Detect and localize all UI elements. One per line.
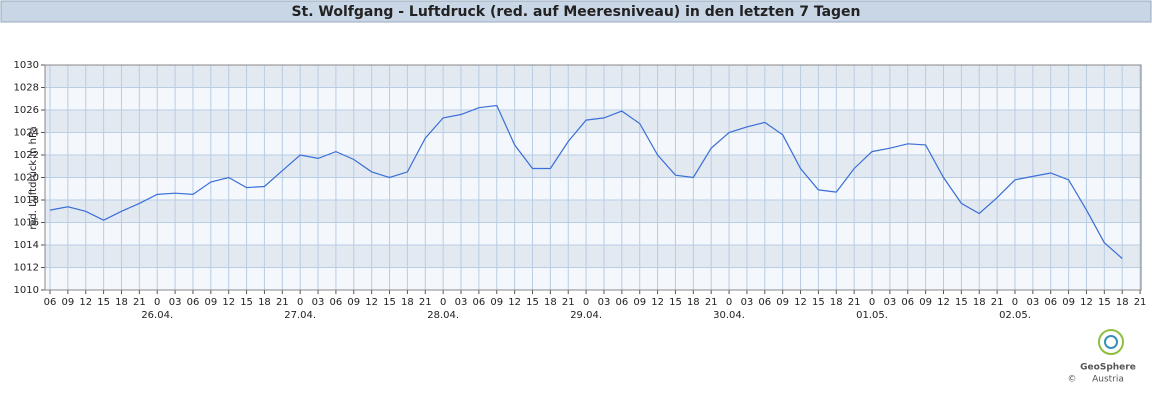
x-tick-label: 0 xyxy=(869,297,875,308)
x-tick-label: 15 xyxy=(97,297,110,308)
y-tick-label: 1028 xyxy=(14,83,39,94)
x-tick-label: 06 xyxy=(44,297,57,308)
grid-band xyxy=(45,65,1142,88)
x-tick-label: 03 xyxy=(741,297,754,308)
x-tick-label: 09 xyxy=(204,297,217,308)
x-tick-label: 15 xyxy=(955,297,968,308)
x-tick-label: 15 xyxy=(383,297,396,308)
grid-band xyxy=(45,155,1142,178)
grid-band xyxy=(45,110,1142,133)
x-tick-label: 18 xyxy=(115,297,128,308)
y-tick-label: 1030 xyxy=(14,60,39,71)
x-tick-label: 12 xyxy=(1080,297,1093,308)
logo-sub: Austria xyxy=(1092,375,1124,385)
x-tick-label: 12 xyxy=(222,297,235,308)
logo: GeoSphere Austria © xyxy=(1068,329,1136,385)
x-tick-label: 21 xyxy=(705,297,718,308)
x-tick-label: 18 xyxy=(401,297,414,308)
x-tick-label: 06 xyxy=(1044,297,1057,308)
x-tick-label: 18 xyxy=(544,297,557,308)
x-tick-label: 0 xyxy=(440,297,446,308)
x-tick-label: 06 xyxy=(901,297,914,308)
x-tick-label: 06 xyxy=(758,297,771,308)
x-tick-label: 09 xyxy=(1062,297,1075,308)
y-tick-label: 1018 xyxy=(14,195,39,206)
line-series xyxy=(49,104,1123,259)
day-label: 29.04. xyxy=(570,310,602,321)
x-tick-label: 21 xyxy=(1134,297,1147,308)
plot-border xyxy=(44,64,1142,291)
grid-band xyxy=(45,200,1142,223)
x-tick-label: 03 xyxy=(1026,297,1039,308)
x-tick-label: 09 xyxy=(919,297,932,308)
day-label: 26.04. xyxy=(141,310,173,321)
y-tick-label: 1020 xyxy=(14,173,39,184)
x-tick-label: 18 xyxy=(1116,297,1129,308)
x-tick-label: 0 xyxy=(154,297,160,308)
x-tick-label: 0 xyxy=(583,297,589,308)
y-tick-label: 1014 xyxy=(14,240,39,251)
x-tick-label: 12 xyxy=(937,297,950,308)
x-tick-label: 15 xyxy=(240,297,253,308)
x-tick-label: 21 xyxy=(276,297,289,308)
x-tick-label: 09 xyxy=(776,297,789,308)
chart-title: St. Wolfgang - Luftdruck (red. auf Meere… xyxy=(291,4,860,20)
x-tick-label: 03 xyxy=(455,297,468,308)
x-tick-label: 06 xyxy=(473,297,486,308)
y-tick-label: 1010 xyxy=(14,285,39,296)
logo-name: GeoSphere xyxy=(1080,363,1136,373)
day-label: 27.04. xyxy=(284,310,316,321)
y-axis-label: red. Luftdruck in hPa xyxy=(28,126,39,229)
x-tick-label: 21 xyxy=(133,297,146,308)
x-tick-label: 15 xyxy=(1098,297,1111,308)
x-tick-label: 0 xyxy=(297,297,303,308)
x-tick-label: 15 xyxy=(812,297,825,308)
y-tick-label: 1012 xyxy=(14,263,39,274)
x-tick-label: 09 xyxy=(62,297,75,308)
x-tick-label: 18 xyxy=(973,297,986,308)
x-tick-label: 03 xyxy=(169,297,182,308)
title-bar xyxy=(0,0,1152,23)
logo-icon xyxy=(1104,335,1118,349)
day-label: 28.04. xyxy=(427,310,459,321)
x-tick-label: 18 xyxy=(258,297,271,308)
x-tick-label: 06 xyxy=(187,297,200,308)
x-tick-label: 12 xyxy=(508,297,521,308)
grid-band xyxy=(45,245,1142,268)
x-tick-label: 15 xyxy=(526,297,539,308)
y-tick-label: 1016 xyxy=(14,218,39,229)
x-tick-label: 03 xyxy=(598,297,611,308)
y-tick-label: 1026 xyxy=(14,105,39,116)
x-tick-label: 0 xyxy=(726,297,732,308)
x-tick-label: 03 xyxy=(312,297,325,308)
logo-icon xyxy=(1098,329,1124,355)
x-tick-label: 12 xyxy=(651,297,664,308)
x-tick-label: 12 xyxy=(79,297,92,308)
x-tick-label: 06 xyxy=(330,297,343,308)
x-tick-label: 12 xyxy=(365,297,378,308)
x-tick-label: 15 xyxy=(669,297,682,308)
x-tick-label: 03 xyxy=(884,297,897,308)
x-tick-label: 09 xyxy=(347,297,360,308)
day-label: 02.05. xyxy=(999,310,1031,321)
x-tick-label: 06 xyxy=(615,297,628,308)
x-tick-label: 09 xyxy=(490,297,503,308)
x-tick-label: 21 xyxy=(419,297,432,308)
x-tick-label: 18 xyxy=(687,297,700,308)
copyright: © xyxy=(1068,375,1077,385)
day-label: 30.04. xyxy=(713,310,745,321)
day-label: 01.05. xyxy=(856,310,888,321)
x-tick-label: 21 xyxy=(991,297,1004,308)
x-tick-label: 21 xyxy=(562,297,575,308)
x-tick-label: 12 xyxy=(794,297,807,308)
x-tick-label: 0 xyxy=(1012,297,1018,308)
x-tick-label: 21 xyxy=(848,297,861,308)
y-tick-label: 1024 xyxy=(14,128,39,139)
y-tick-label: 1022 xyxy=(14,150,39,161)
x-tick-label: 18 xyxy=(830,297,843,308)
x-tick-label: 09 xyxy=(633,297,646,308)
